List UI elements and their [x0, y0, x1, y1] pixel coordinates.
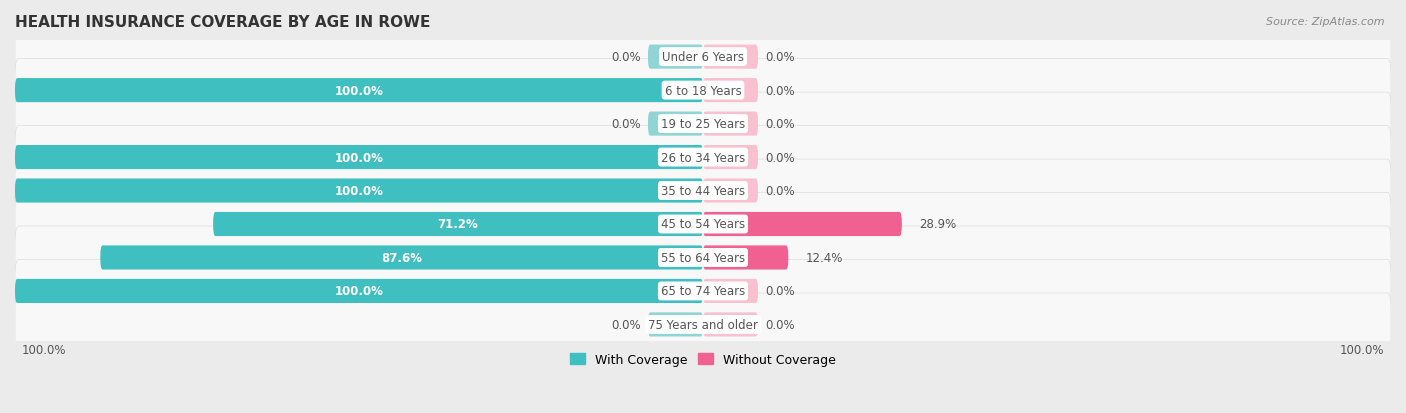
FancyBboxPatch shape: [15, 146, 703, 170]
Text: 12.4%: 12.4%: [806, 252, 842, 264]
Text: 45 to 54 Years: 45 to 54 Years: [661, 218, 745, 231]
FancyBboxPatch shape: [15, 126, 1391, 189]
Text: 100.0%: 100.0%: [335, 185, 384, 197]
Text: 0.0%: 0.0%: [612, 118, 641, 131]
FancyBboxPatch shape: [15, 79, 703, 103]
Text: Source: ZipAtlas.com: Source: ZipAtlas.com: [1267, 17, 1385, 26]
FancyBboxPatch shape: [648, 313, 703, 337]
Text: 75 Years and older: 75 Years and older: [648, 318, 758, 331]
Text: 19 to 25 Years: 19 to 25 Years: [661, 118, 745, 131]
Text: 100.0%: 100.0%: [335, 285, 384, 298]
Text: 0.0%: 0.0%: [765, 118, 794, 131]
FancyBboxPatch shape: [15, 226, 1391, 289]
Text: 87.6%: 87.6%: [381, 252, 422, 264]
Text: Under 6 Years: Under 6 Years: [662, 51, 744, 64]
Text: 100.0%: 100.0%: [22, 343, 66, 356]
FancyBboxPatch shape: [703, 313, 758, 337]
Text: 100.0%: 100.0%: [1340, 343, 1384, 356]
FancyBboxPatch shape: [15, 260, 1391, 323]
Text: HEALTH INSURANCE COVERAGE BY AGE IN ROWE: HEALTH INSURANCE COVERAGE BY AGE IN ROWE: [15, 15, 430, 30]
FancyBboxPatch shape: [100, 246, 703, 270]
Text: 0.0%: 0.0%: [612, 318, 641, 331]
Text: 0.0%: 0.0%: [765, 151, 794, 164]
Text: 100.0%: 100.0%: [335, 151, 384, 164]
FancyBboxPatch shape: [648, 45, 703, 69]
FancyBboxPatch shape: [15, 93, 1391, 156]
Text: 0.0%: 0.0%: [765, 285, 794, 298]
Text: 100.0%: 100.0%: [335, 84, 384, 97]
FancyBboxPatch shape: [703, 246, 789, 270]
FancyBboxPatch shape: [703, 79, 758, 103]
FancyBboxPatch shape: [214, 212, 703, 237]
FancyBboxPatch shape: [703, 179, 758, 203]
FancyBboxPatch shape: [15, 279, 703, 303]
Text: 0.0%: 0.0%: [765, 318, 794, 331]
Legend: With Coverage, Without Coverage: With Coverage, Without Coverage: [565, 348, 841, 371]
FancyBboxPatch shape: [15, 26, 1391, 89]
Text: 0.0%: 0.0%: [765, 185, 794, 197]
FancyBboxPatch shape: [703, 112, 758, 136]
Text: 6 to 18 Years: 6 to 18 Years: [665, 84, 741, 97]
FancyBboxPatch shape: [648, 112, 703, 136]
FancyBboxPatch shape: [15, 193, 1391, 256]
Text: 35 to 44 Years: 35 to 44 Years: [661, 185, 745, 197]
FancyBboxPatch shape: [15, 179, 703, 203]
FancyBboxPatch shape: [703, 45, 758, 69]
Text: 26 to 34 Years: 26 to 34 Years: [661, 151, 745, 164]
FancyBboxPatch shape: [15, 293, 1391, 356]
Text: 55 to 64 Years: 55 to 64 Years: [661, 252, 745, 264]
Text: 0.0%: 0.0%: [765, 84, 794, 97]
Text: 71.2%: 71.2%: [437, 218, 478, 231]
FancyBboxPatch shape: [703, 279, 758, 303]
FancyBboxPatch shape: [703, 212, 901, 237]
FancyBboxPatch shape: [15, 160, 1391, 223]
FancyBboxPatch shape: [15, 59, 1391, 122]
Text: 0.0%: 0.0%: [612, 51, 641, 64]
Text: 65 to 74 Years: 65 to 74 Years: [661, 285, 745, 298]
Text: 0.0%: 0.0%: [765, 51, 794, 64]
Text: 28.9%: 28.9%: [920, 218, 956, 231]
FancyBboxPatch shape: [703, 146, 758, 170]
